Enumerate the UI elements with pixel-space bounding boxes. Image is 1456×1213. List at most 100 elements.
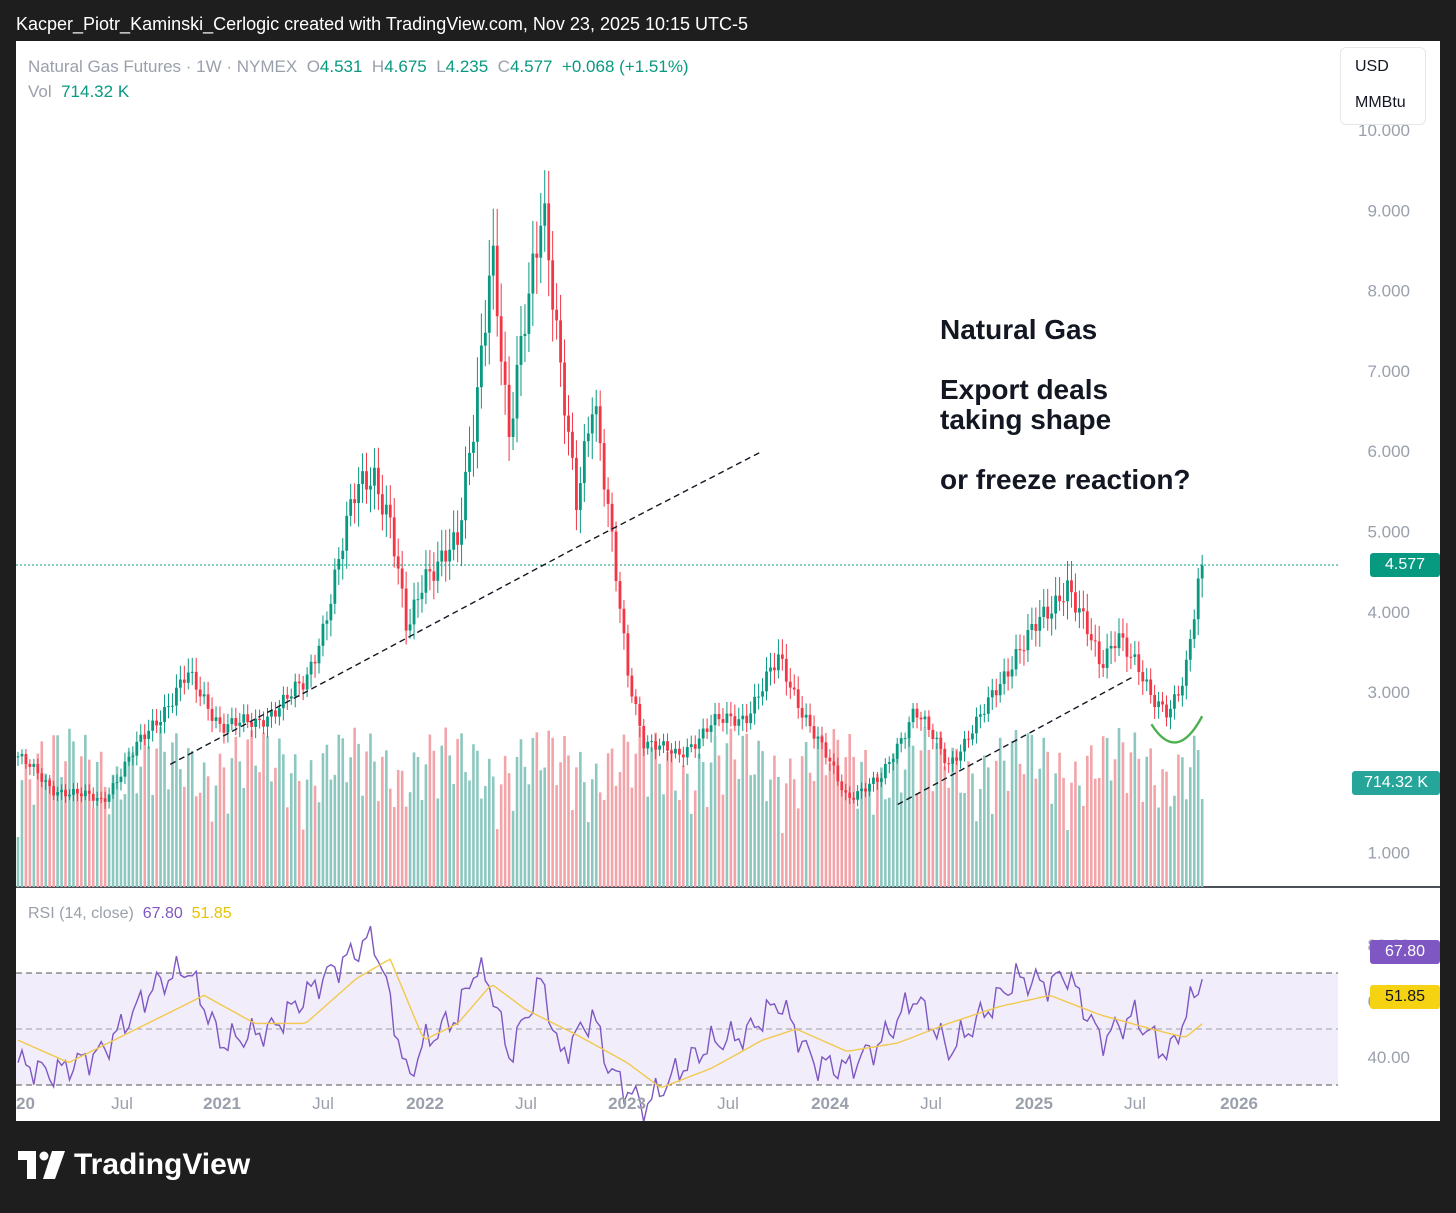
annotation-line-1: Natural Gas bbox=[940, 314, 1098, 345]
candle-body bbox=[951, 757, 955, 764]
candle-body bbox=[321, 623, 325, 646]
candle-body bbox=[1145, 679, 1149, 682]
volume-bar bbox=[884, 799, 887, 887]
candle-body bbox=[1070, 580, 1073, 593]
volume-bar bbox=[614, 785, 618, 887]
volume-bar bbox=[987, 767, 990, 887]
candle-body bbox=[182, 679, 186, 683]
volume-bar bbox=[1101, 736, 1105, 887]
tradingview-logo[interactable]: TradingView bbox=[18, 1148, 250, 1182]
candle-body bbox=[159, 722, 162, 726]
chart-card[interactable]: 1.000 3.000 4.000 5.000 6.000 7.000 8.000 9.000… bbox=[16, 41, 1440, 1121]
candle-body bbox=[270, 710, 273, 717]
volume-bar bbox=[68, 728, 71, 887]
candle-body bbox=[1006, 671, 1010, 677]
volume-bar bbox=[1038, 768, 1042, 887]
candle-body bbox=[709, 725, 713, 732]
candle-body bbox=[135, 741, 139, 756]
volume-bar bbox=[1137, 758, 1141, 887]
volume-bar bbox=[781, 833, 784, 887]
volume-bar bbox=[852, 756, 855, 887]
volume-bar bbox=[40, 741, 44, 887]
volume-bar bbox=[606, 753, 610, 887]
time-axis[interactable]: 2020 Jul 2021 Jul 2022 Jul 2023 Jul 2024 Jul 2025 J… bbox=[16, 1094, 1258, 1113]
volume-bar bbox=[1014, 730, 1018, 887]
candle-body bbox=[559, 320, 562, 363]
candle-body bbox=[147, 730, 151, 739]
volume-bar bbox=[416, 756, 420, 887]
volume-bar bbox=[971, 773, 974, 887]
candle-body bbox=[1074, 592, 1077, 613]
close-value: 4.577 bbox=[509, 57, 553, 76]
candle-body bbox=[281, 694, 285, 709]
candle-body bbox=[939, 737, 943, 749]
volume-bar bbox=[610, 748, 614, 887]
candle-body bbox=[1101, 664, 1105, 668]
volume-bar bbox=[1196, 750, 1200, 887]
candle-body bbox=[238, 722, 242, 726]
candle-body bbox=[816, 736, 820, 739]
volume-bar bbox=[824, 775, 828, 887]
candle-body bbox=[1022, 650, 1026, 652]
volume-bar bbox=[179, 769, 182, 887]
currency-label[interactable]: USD bbox=[1355, 58, 1389, 75]
candle-body bbox=[852, 797, 856, 800]
candle-body bbox=[598, 406, 602, 444]
candle-body bbox=[994, 690, 998, 696]
chart-canvas[interactable]: 1.000 3.000 4.000 5.000 6.000 7.000 8.000 9.000… bbox=[16, 41, 1440, 1121]
candle-body bbox=[127, 756, 131, 762]
unit-label[interactable]: MMBtu bbox=[1355, 94, 1406, 111]
candle-body bbox=[959, 751, 962, 761]
volume-bar bbox=[218, 753, 222, 887]
header-attribution: Kacper_Piotr_Kaminski_Cerlogic created w… bbox=[16, 14, 749, 34]
candle-body bbox=[452, 532, 456, 550]
candle-body bbox=[365, 471, 368, 490]
candle-body bbox=[578, 483, 582, 511]
volume-bar bbox=[198, 792, 202, 887]
candle-body bbox=[1054, 595, 1058, 614]
tradingview-logo-icon bbox=[18, 1151, 65, 1179]
currency-unit-selector[interactable]: USD MMBtu bbox=[1340, 47, 1426, 125]
volume-bar bbox=[99, 751, 103, 887]
volume-bar bbox=[792, 779, 796, 887]
candle-body bbox=[1149, 679, 1153, 696]
volume-bar bbox=[1133, 732, 1137, 887]
chart-annotation: Natural Gas Export deals taking shape or… bbox=[940, 315, 1191, 495]
volume-bar bbox=[808, 772, 812, 887]
candle-body bbox=[812, 726, 816, 739]
volume-bar bbox=[206, 776, 210, 887]
candle-body bbox=[448, 549, 452, 562]
volume-bar bbox=[404, 806, 408, 887]
volume-bar bbox=[385, 750, 388, 887]
volume-bar bbox=[1042, 737, 1046, 887]
price-tick-label: 8.000 bbox=[1367, 282, 1410, 301]
candle-body bbox=[1133, 654, 1137, 657]
volume-bar bbox=[392, 807, 396, 887]
volume-bar bbox=[915, 793, 919, 887]
volume-bar bbox=[998, 737, 1002, 887]
volume-bar bbox=[575, 767, 578, 887]
time-tick-label: Jul bbox=[717, 1094, 739, 1113]
price-axis[interactable]: 1.000 3.000 4.000 5.000 6.000 7.000 8.000 9.000… bbox=[1358, 121, 1410, 863]
candle-body bbox=[931, 729, 935, 740]
volume-bar bbox=[495, 829, 499, 887]
candle-body bbox=[982, 713, 986, 715]
candle-body bbox=[804, 714, 808, 718]
volume-bar bbox=[210, 821, 214, 887]
candle-body bbox=[91, 793, 95, 801]
candle-body bbox=[879, 778, 883, 782]
volume-bar bbox=[214, 785, 218, 887]
volume-bar bbox=[270, 781, 273, 887]
price-tick-label: 7.000 bbox=[1367, 362, 1410, 381]
candle-body bbox=[876, 777, 879, 782]
support-trendline-1 bbox=[169, 546, 577, 765]
volume-bar bbox=[167, 789, 170, 887]
candle-body bbox=[832, 761, 836, 766]
volume-bar bbox=[24, 756, 28, 887]
volume-bar bbox=[222, 767, 226, 887]
candle-body bbox=[828, 757, 832, 762]
volume-bar bbox=[250, 730, 253, 887]
candle-body bbox=[891, 758, 895, 763]
candle-body bbox=[274, 710, 277, 717]
candle-body bbox=[380, 494, 384, 515]
